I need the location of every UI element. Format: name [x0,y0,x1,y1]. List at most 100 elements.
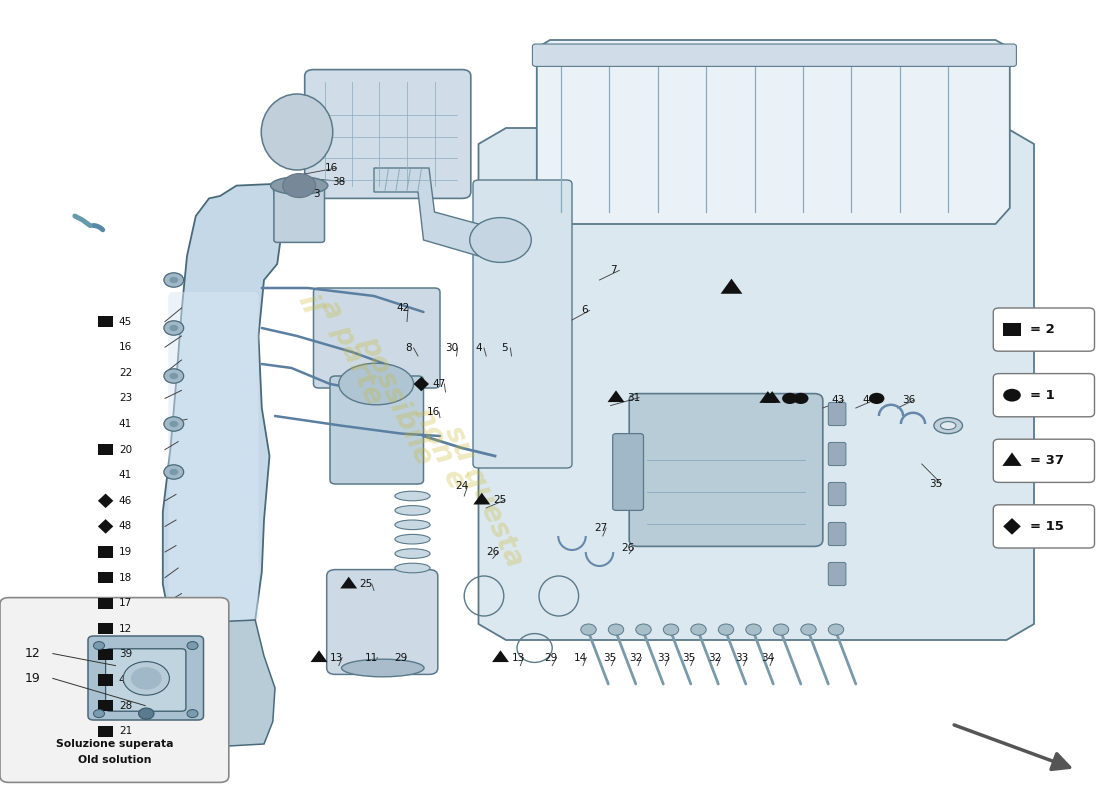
Circle shape [94,642,104,650]
Ellipse shape [123,662,169,695]
Text: 25: 25 [493,495,506,505]
Bar [98,546,113,558]
Text: il: il [292,290,324,318]
Text: 19: 19 [119,547,132,557]
Polygon shape [340,577,358,589]
Circle shape [169,421,178,427]
Bar [98,316,113,327]
Text: Soluzione superata: Soluzione superata [56,739,173,749]
Polygon shape [98,519,113,534]
FancyBboxPatch shape [88,636,204,720]
FancyBboxPatch shape [828,482,846,506]
FancyBboxPatch shape [993,505,1094,548]
Text: 19: 19 [24,672,40,685]
Text: possibile: possibile [354,331,438,469]
Text: = 15: = 15 [1030,520,1064,533]
Polygon shape [607,390,625,402]
Circle shape [470,218,531,262]
Text: su questa: su questa [439,421,529,571]
Circle shape [793,393,808,404]
Ellipse shape [395,534,430,544]
FancyBboxPatch shape [828,442,846,466]
Ellipse shape [341,659,424,677]
FancyBboxPatch shape [613,434,644,510]
FancyBboxPatch shape [828,522,846,546]
Polygon shape [163,184,280,626]
Text: 13: 13 [330,653,343,662]
Text: 7: 7 [610,266,617,275]
FancyBboxPatch shape [314,288,440,388]
Ellipse shape [940,422,956,430]
FancyBboxPatch shape [168,292,258,620]
Polygon shape [763,391,781,403]
Circle shape [636,624,651,635]
Text: = 2: = 2 [1030,323,1055,336]
Polygon shape [1002,453,1022,466]
Text: 4: 4 [475,343,482,353]
Text: 39: 39 [119,650,132,659]
Circle shape [164,417,184,431]
Text: 5: 5 [502,343,508,353]
Circle shape [164,369,184,383]
Text: 32: 32 [629,653,642,662]
Polygon shape [1003,518,1021,534]
Ellipse shape [395,563,430,573]
Text: 35: 35 [930,479,943,489]
Polygon shape [98,494,113,508]
Text: 29: 29 [394,653,407,662]
Ellipse shape [339,363,414,405]
Text: 35: 35 [682,653,695,662]
Circle shape [164,465,184,479]
FancyBboxPatch shape [473,180,572,468]
Polygon shape [414,377,429,391]
FancyBboxPatch shape [993,374,1094,417]
FancyBboxPatch shape [330,376,424,484]
Text: 41: 41 [119,419,132,429]
Text: 8: 8 [405,343,411,353]
Text: = 37: = 37 [1030,454,1064,467]
FancyBboxPatch shape [0,598,229,782]
Ellipse shape [395,491,430,501]
Circle shape [581,624,596,635]
FancyBboxPatch shape [993,439,1094,482]
Text: 18: 18 [119,573,132,582]
Text: 16: 16 [119,342,132,352]
Text: 35: 35 [603,653,616,662]
FancyBboxPatch shape [532,44,1016,66]
Text: 40: 40 [119,675,132,685]
Polygon shape [492,650,509,662]
Circle shape [187,642,198,650]
Bar [98,598,113,609]
Text: 48: 48 [119,522,132,531]
Polygon shape [374,168,478,256]
Polygon shape [473,493,491,505]
Circle shape [169,325,178,331]
FancyBboxPatch shape [106,649,186,711]
Ellipse shape [131,667,162,690]
Text: 25: 25 [360,579,373,589]
FancyBboxPatch shape [305,70,471,198]
Ellipse shape [395,520,430,530]
FancyBboxPatch shape [828,402,846,426]
Text: 17: 17 [119,598,132,608]
Circle shape [691,624,706,635]
Text: 32: 32 [708,653,722,662]
FancyBboxPatch shape [327,570,438,674]
Text: 42: 42 [396,303,409,313]
Circle shape [164,273,184,287]
Text: 12: 12 [24,647,40,660]
Circle shape [139,708,154,719]
Bar [98,623,113,634]
Ellipse shape [395,549,430,558]
Circle shape [869,393,884,404]
Text: 29: 29 [544,653,558,662]
Bar [98,649,113,660]
Text: = 1: = 1 [1030,389,1055,402]
Text: 36: 36 [902,395,915,405]
Bar [1003,323,1021,336]
Text: 41: 41 [119,470,132,480]
Bar [98,572,113,583]
Circle shape [801,624,816,635]
Ellipse shape [262,94,332,170]
Text: 43: 43 [832,395,845,405]
